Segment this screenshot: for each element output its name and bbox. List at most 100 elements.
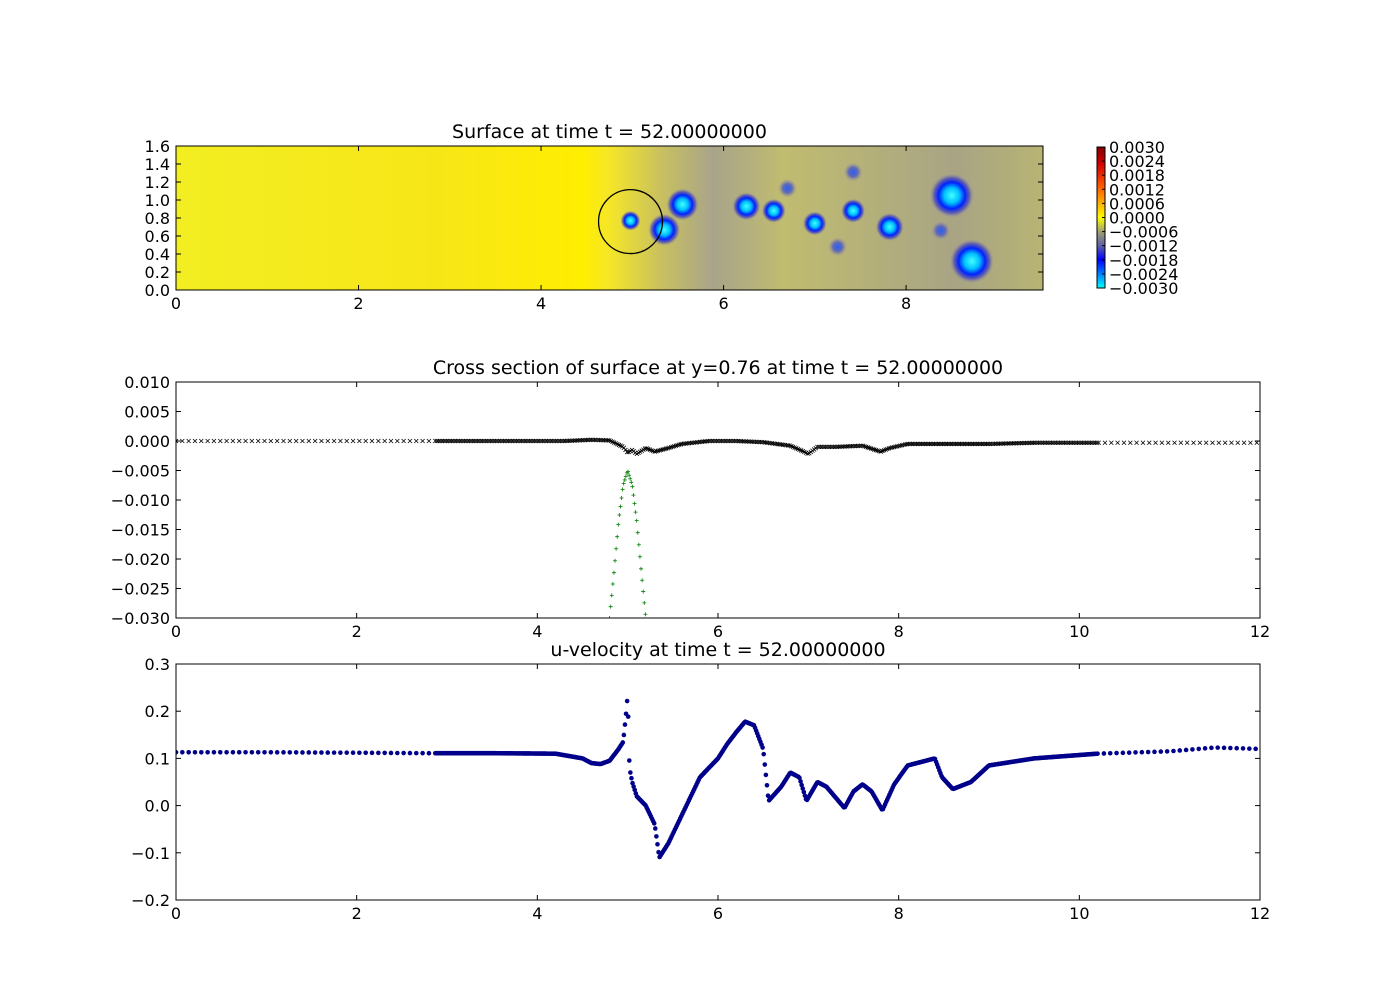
cross-section-x-point — [725, 438, 731, 444]
cross-section-x-point — [507, 438, 513, 444]
u-velocity-point — [1177, 748, 1183, 753]
cross-section-plus-point — [629, 480, 634, 485]
cross-section-x-point — [1031, 440, 1036, 446]
cross-section-x-point — [243, 438, 248, 444]
cross-section-x-point — [512, 438, 518, 444]
u-velocity-point — [363, 750, 369, 756]
cross-section-x-point — [821, 444, 827, 450]
cross-section-plus-point — [631, 493, 636, 498]
cross-section-x-point — [545, 438, 550, 444]
surface-depression-blob — [761, 198, 786, 223]
u-velocity-point — [764, 783, 770, 788]
cross-section-x-point — [715, 438, 721, 444]
cross-section-x-point — [933, 441, 939, 447]
cross-section-x-point — [1159, 440, 1165, 446]
cross-section-x-point — [1055, 440, 1061, 446]
u-velocity-point — [1171, 748, 1176, 754]
cross-section-x-point — [300, 438, 305, 444]
surface-depression-blob — [777, 178, 797, 198]
u-velocity-point — [274, 750, 280, 755]
u-velocity-point — [765, 793, 771, 798]
panel2-ytick-label: 0.0 — [145, 797, 170, 816]
cross-section-x-point — [815, 444, 820, 450]
cross-section-x-point — [1058, 440, 1064, 446]
cross-section-x-point — [331, 438, 337, 444]
cross-section-x-point — [463, 438, 469, 444]
u-velocity-point — [401, 750, 406, 756]
u-velocity-point — [799, 782, 804, 788]
cross-section-plus-point — [608, 604, 613, 609]
u-velocity-point — [224, 749, 229, 755]
cross-section-x-point — [462, 438, 467, 444]
u-velocity-point — [249, 749, 255, 755]
cross-section-x-point — [1041, 440, 1046, 446]
u-velocity-point — [625, 714, 631, 719]
cross-section-x-point — [546, 438, 552, 444]
panel1-ytick-label: 0.005 — [124, 403, 170, 422]
cross-section-x-point — [958, 441, 963, 447]
cross-section-x-point — [556, 438, 562, 444]
cross-section-x-point — [914, 441, 919, 447]
cross-section-x-point — [662, 446, 667, 452]
panel1-xtick-label: 2 — [352, 622, 362, 641]
cross-section-x-point — [940, 441, 945, 447]
cross-section-x-point — [506, 438, 511, 444]
cross-section-x-point — [1172, 440, 1177, 446]
cross-section-plus-point — [615, 534, 620, 539]
cross-section-x-point — [514, 438, 519, 444]
cross-section-x-point — [350, 438, 356, 444]
cross-section-x-point — [714, 438, 719, 444]
u-velocity-point — [1183, 747, 1189, 753]
cross-section-x-point — [1036, 440, 1041, 446]
cross-section-x-point — [909, 441, 914, 447]
cross-section-plus-point — [639, 566, 644, 571]
cross-section-x-point — [1045, 440, 1051, 446]
cross-section-x-point — [971, 441, 976, 447]
cross-section-x-point — [917, 441, 923, 447]
cross-section-x-point — [963, 441, 968, 447]
panel0-xtick-label: 6 — [718, 294, 728, 313]
cross-section-x-point — [953, 441, 958, 447]
colorbar-tick-label: −0.0012 — [1109, 237, 1178, 256]
cross-section-plus-point — [619, 495, 624, 500]
panel1-ytick-label: −0.025 — [111, 580, 170, 599]
cross-section-x-point — [1241, 440, 1247, 446]
u-velocity-point — [1139, 749, 1145, 755]
cross-section-x-point — [325, 438, 331, 444]
cross-section-x-point — [319, 438, 324, 444]
cross-section-x-point — [455, 438, 461, 444]
cross-section-x-point — [652, 449, 658, 454]
cross-section-x-point — [707, 438, 713, 444]
u-velocity-point — [1158, 749, 1164, 754]
cross-section-x-point — [471, 438, 477, 444]
panel0-ytick-label: 0.6 — [145, 227, 170, 246]
u-velocity-panel: u-velocity at time t = 52.00000000 0 2 4 6 8… — [131, 639, 1270, 923]
panel2-ytick-label: 0.3 — [145, 655, 170, 674]
cross-section-x-point — [268, 438, 274, 444]
cross-section-x-point — [1222, 440, 1228, 446]
cross-section-x-point — [176, 438, 179, 444]
cross-section-x-point — [967, 441, 973, 447]
cross-section-x-point — [1197, 440, 1203, 446]
surface-depression-blob — [841, 198, 866, 223]
u-velocity-frame — [175, 663, 1261, 901]
cross-section-x-point — [937, 441, 942, 447]
cross-section-x-point — [1057, 440, 1062, 446]
cross-section-x-point — [376, 438, 381, 444]
colorbar-tick-label: −0.0018 — [1109, 251, 1178, 270]
cross-section-x-point — [1032, 440, 1038, 446]
u-velocity-point — [211, 749, 217, 755]
panel0-ytick-label: 1.4 — [145, 155, 170, 174]
surface-depression-blob — [875, 212, 904, 242]
cross-section-x-point — [657, 448, 662, 453]
u-velocity-point — [628, 770, 633, 775]
u-velocity-point — [1209, 745, 1214, 751]
panel1-ytick-label: −0.015 — [111, 521, 170, 540]
cross-section-x-point — [977, 441, 983, 447]
u-velocity-point — [621, 732, 627, 738]
cross-section-plus-point — [632, 501, 637, 506]
cross-section-x-point — [509, 438, 514, 444]
surface-depression-blob — [802, 211, 827, 236]
u-velocity-point — [243, 749, 248, 755]
cross-section-x-point — [249, 438, 255, 444]
